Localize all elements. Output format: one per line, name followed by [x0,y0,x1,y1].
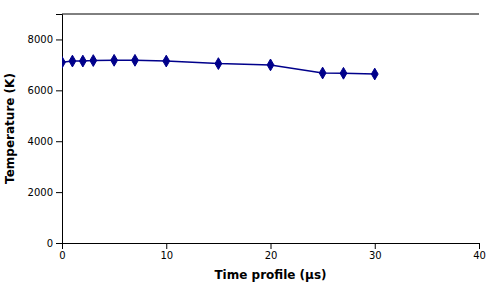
x-tick-label: 30 [369,250,382,261]
plot-frame-top [62,14,479,15]
marker [340,67,347,79]
marker [132,54,139,66]
x-tick: 0 [59,243,65,261]
y-tick-label: 4000 [28,136,53,147]
marker [267,59,274,71]
marker [163,55,170,67]
plot: 0 10 20 30 40 0 2000 4000 6000 8000 Time profile (… [3,14,486,282]
y-tick-mark [56,243,62,244]
y-tick: 6000 [28,85,62,96]
y-tick: 8000 [28,34,62,45]
y-tick-mark [56,192,62,193]
marker [69,55,76,67]
x-tick-label: 10 [160,250,173,261]
x-axis: 0 10 20 30 40 [59,243,486,261]
y-tick-mark [56,39,62,40]
y-tick-label: 6000 [28,85,53,96]
x-axis-line [63,244,480,250]
y-tick-label: 0 [47,238,53,249]
marker [62,56,65,68]
marker [371,68,378,80]
y-tick: 0 [47,238,62,249]
y-tick: 2000 [28,187,62,198]
x-tick: 10 [160,243,173,261]
x-tick-mark [166,243,167,249]
y-axis-line [56,15,63,244]
marker [79,55,86,67]
marks [62,54,378,80]
x-tick-label: 0 [59,250,65,261]
x-tick-mark [375,243,376,249]
chart: 0 10 20 30 40 0 2000 4000 6000 8000 Time profile (… [0,0,501,287]
x-tick: 30 [369,243,382,261]
x-tick-label: 20 [265,250,278,261]
y-tick-label: 8000 [28,34,53,45]
y-tick-label: 2000 [28,187,53,198]
x-axis-title: Time profile (μs) [214,268,326,282]
x-tick: 20 [265,243,278,261]
marker [215,58,222,70]
marker [319,67,326,79]
marker [111,54,118,66]
marker [90,55,97,67]
y-tick-mark [56,90,62,91]
chart-container: 0 10 20 30 40 0 2000 4000 6000 8000 Time profile (… [0,0,501,287]
x-tick: 40 [473,243,486,261]
x-tick-mark [479,243,480,249]
y-axis: 0 2000 4000 6000 8000 [28,15,63,249]
x-tick-label: 40 [473,250,486,261]
y-tick: 4000 [28,136,62,147]
x-tick-mark [271,243,272,249]
y-tick-mark [56,141,62,142]
y-axis-title: Temperature (K) [3,73,17,184]
